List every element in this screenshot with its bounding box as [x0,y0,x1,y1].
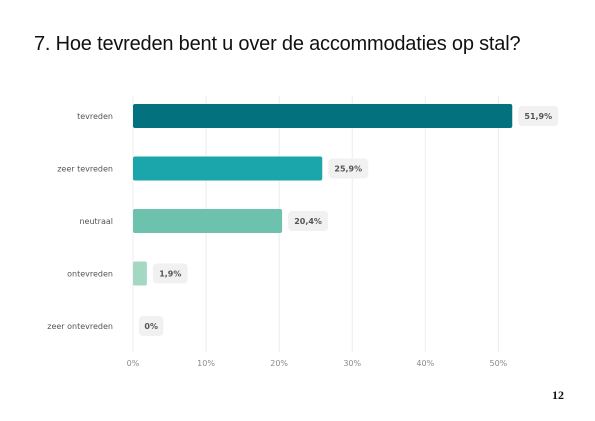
category-label: zeer ontevreden [47,322,113,331]
bar [133,104,513,128]
data-label-pill [139,316,164,336]
bar [133,156,323,181]
x-tick-label: 0% [127,359,140,368]
data-label: 25,9% [334,165,362,174]
category-label: neutraal [79,217,113,226]
data-label-pill [288,211,329,231]
page-number: 12 [552,388,564,402]
x-axis-ticks: 0% 10% 20% 30% 40% 50% [127,359,508,368]
data-label: 1,9% [159,270,181,279]
data-label: 51,9% [524,112,552,121]
bars: tevreden 51,9% zeer tevreden 25,9% neutraal 2… [47,104,559,336]
x-tick-label: 40% [416,359,434,368]
bar [133,209,283,233]
data-label-pill [518,106,559,126]
x-tick-label: 30% [343,359,361,368]
x-tick-label: 10% [197,359,215,368]
data-label: 20,4% [294,217,322,226]
category-label: tevreden [77,112,113,121]
page-title: 7. Hoe tevreden bent u over de accommoda… [34,33,521,55]
category-label: ontevreden [67,270,113,279]
data-label-pill [328,158,369,179]
data-label-pill [152,263,188,284]
x-tick-label: 20% [270,359,288,368]
data-label: 0% [144,322,158,331]
bar [133,261,147,286]
x-tick-label: 50% [489,359,507,368]
category-label: zeer tevreden [57,165,113,174]
